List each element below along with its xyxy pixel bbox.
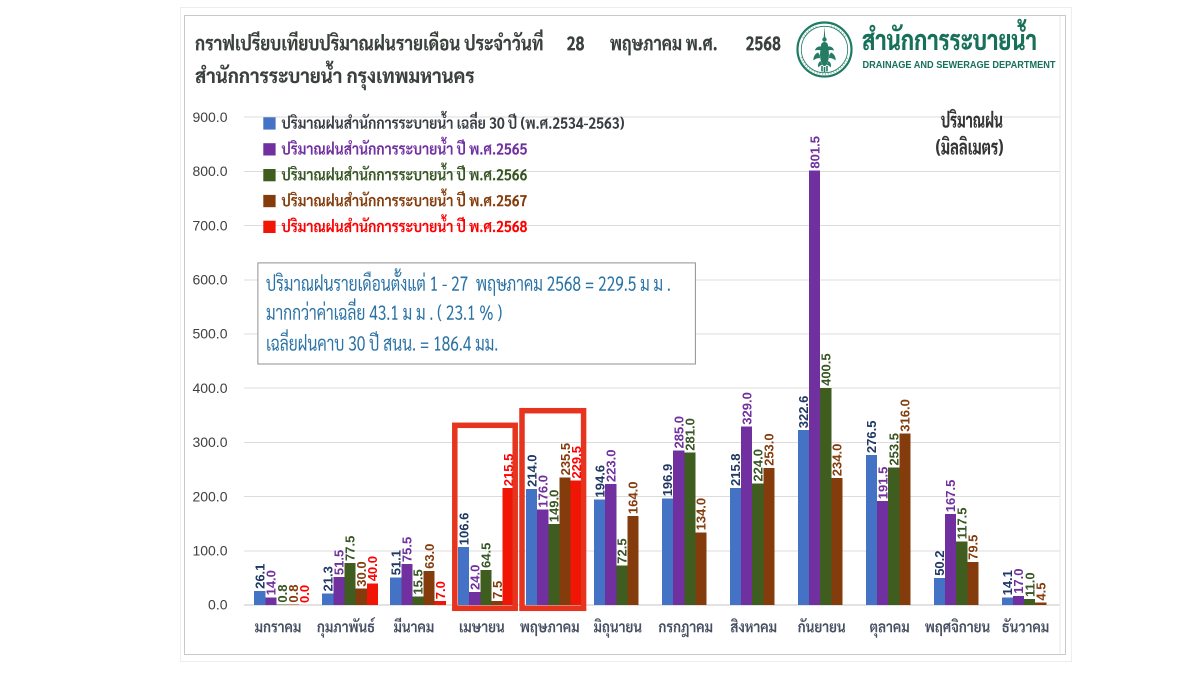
svg-text:0.0: 0.0 bbox=[208, 597, 228, 613]
svg-text:DRAINAGE AND SEWERAGE DEPARTME: DRAINAGE AND SEWERAGE DEPARTMENT bbox=[863, 59, 1057, 71]
svg-text:300.0: 300.0 bbox=[192, 434, 227, 450]
svg-text:196.9: 196.9 bbox=[660, 464, 675, 497]
svg-text:281.0: 281.0 bbox=[683, 418, 698, 451]
svg-text:106.6: 106.6 bbox=[456, 513, 471, 546]
svg-text:191.5: 191.5 bbox=[875, 467, 890, 500]
svg-text:223.0: 223.0 bbox=[603, 450, 618, 483]
svg-text:75.5: 75.5 bbox=[400, 537, 415, 562]
svg-text:77.5: 77.5 bbox=[343, 536, 358, 561]
svg-text:276.5: 276.5 bbox=[864, 421, 879, 454]
svg-text:64.5: 64.5 bbox=[479, 543, 494, 568]
svg-text:400.5: 400.5 bbox=[819, 353, 834, 386]
svg-text:900.0: 900.0 bbox=[192, 109, 227, 125]
svg-text:253.0: 253.0 bbox=[762, 433, 777, 466]
svg-text:600.0: 600.0 bbox=[192, 272, 227, 288]
svg-text:322.6: 322.6 bbox=[796, 396, 811, 429]
svg-text:200.0: 200.0 bbox=[192, 488, 227, 504]
svg-text:40.0: 40.0 bbox=[365, 556, 380, 581]
svg-text:167.5: 167.5 bbox=[943, 480, 958, 513]
svg-text:100.0: 100.0 bbox=[192, 543, 227, 559]
svg-text:253.5: 253.5 bbox=[886, 433, 901, 466]
svg-text:79.5: 79.5 bbox=[966, 535, 981, 560]
svg-text:7.5: 7.5 bbox=[490, 581, 505, 599]
svg-text:316.0: 316.0 bbox=[898, 399, 913, 432]
svg-text:700.0: 700.0 bbox=[192, 217, 227, 233]
svg-text:72.5: 72.5 bbox=[615, 538, 630, 563]
svg-text:50.2: 50.2 bbox=[932, 550, 947, 575]
svg-text:117.5: 117.5 bbox=[954, 507, 969, 539]
svg-text:164.0: 164.0 bbox=[626, 482, 641, 515]
svg-text:0.0: 0.0 bbox=[297, 585, 312, 603]
svg-text:4.5: 4.5 bbox=[1034, 583, 1049, 601]
svg-text:63.0: 63.0 bbox=[422, 544, 437, 569]
svg-text:234.0: 234.0 bbox=[830, 444, 845, 477]
svg-text:500.0: 500.0 bbox=[192, 326, 227, 342]
svg-text:801.5: 801.5 bbox=[807, 136, 822, 169]
svg-text:400.0: 400.0 bbox=[192, 380, 227, 396]
svg-text:329.0: 329.0 bbox=[739, 392, 754, 425]
svg-text:15.5: 15.5 bbox=[411, 569, 426, 594]
svg-text:800.0: 800.0 bbox=[192, 163, 227, 179]
svg-text:215.8: 215.8 bbox=[728, 453, 743, 486]
svg-text:149.0: 149.0 bbox=[547, 490, 562, 523]
svg-text:7.0: 7.0 bbox=[433, 581, 448, 599]
svg-text:134.0: 134.0 bbox=[694, 498, 709, 531]
